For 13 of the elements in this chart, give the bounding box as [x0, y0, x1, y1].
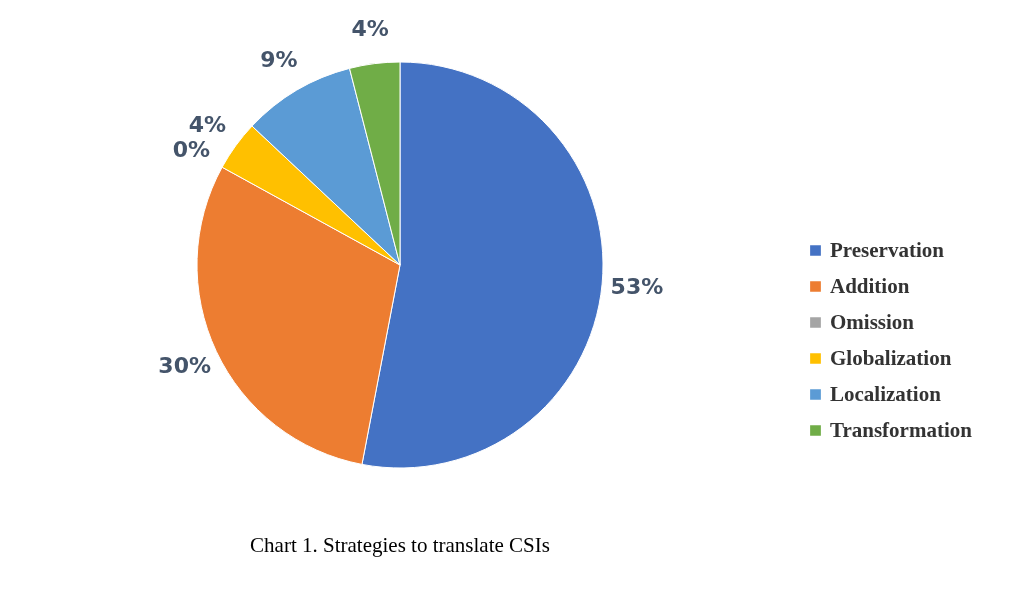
data-label: 53%: [610, 274, 664, 300]
data-label: 30%: [158, 353, 211, 379]
legend-label: Omission: [830, 309, 915, 334]
data-label: 4%: [188, 112, 227, 138]
data-label: 4%: [351, 15, 389, 41]
text: 0%: [172, 137, 211, 163]
data-label: 9%: [260, 47, 298, 73]
legend-label: Globalization: [830, 345, 952, 370]
text: Chart 1. Strategies to translate CSIs: [250, 533, 550, 557]
legend-label: Transformation: [830, 417, 973, 442]
legend-label: Addition: [830, 273, 910, 298]
legend-label: Preservation: [830, 237, 945, 262]
legend-label: Localization: [830, 381, 942, 406]
